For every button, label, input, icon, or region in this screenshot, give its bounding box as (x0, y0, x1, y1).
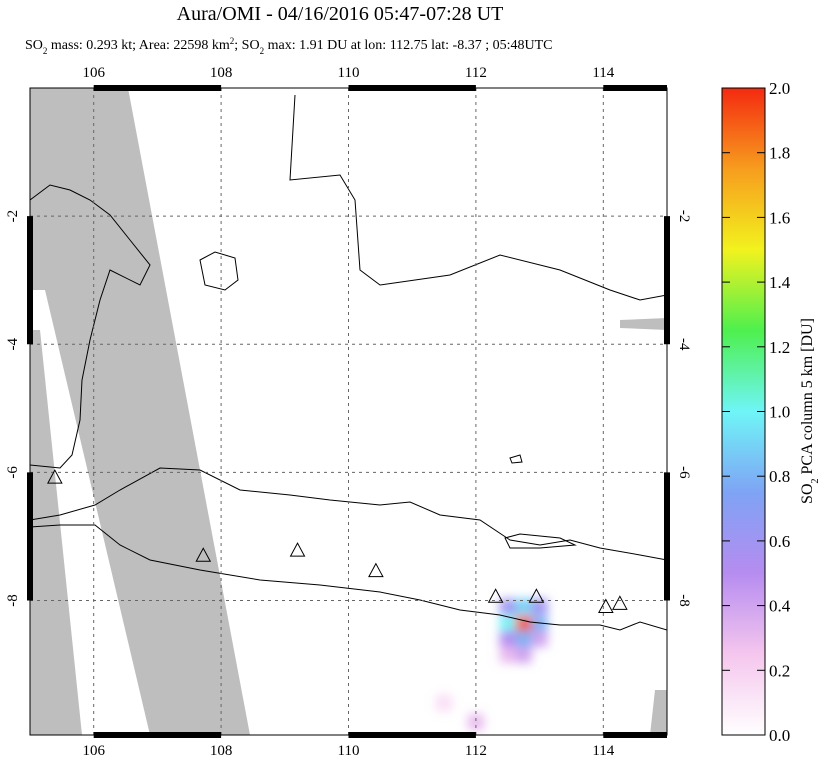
volcano-marker (612, 595, 628, 610)
y-tick-label: -8 (5, 594, 21, 607)
x-tick-label: 108 (210, 65, 233, 81)
y-tick-label: -6 (5, 466, 21, 479)
volcano-marker (289, 542, 306, 557)
x-tick-label: 108 (210, 743, 233, 759)
volcano-marker (598, 598, 614, 614)
so2-cell (499, 616, 516, 633)
colorbar-label-part: 2 (810, 479, 821, 484)
x-tick-label: 106 (82, 743, 105, 759)
grid (30, 88, 667, 735)
coastlines (30, 94, 667, 631)
no-data-swath (30, 88, 250, 735)
y-tick-label: -4 (5, 337, 21, 350)
colorbar-tick-label: 1.2 (769, 338, 790, 357)
so2-cell (499, 646, 516, 663)
colorbar-tick-label: 1.6 (769, 208, 790, 227)
subtitle-part: 2 (43, 46, 48, 56)
volcano-marker (47, 469, 63, 484)
x-tick-label: 112 (465, 743, 487, 759)
colorbar-tick-label: 1.8 (769, 144, 790, 163)
colorbar-tick-label: 2.0 (769, 79, 790, 98)
volcano-marker (195, 547, 212, 562)
subtitle-part: 2 (230, 36, 235, 46)
java-coast (30, 467, 667, 631)
bangka-coast (199, 251, 239, 291)
axes: 106 106 108 108 110 110 112 112 114 114 -2 -2 -4 -4 -6… (5, 65, 692, 759)
no-data-swath (30, 330, 82, 735)
volcano-marker (368, 562, 384, 578)
colorbar-ticks: 0.0 0.2 0.4 0.6 0.8 1.0 1.2 1.4 1.6 1.8 2.0 (722, 79, 791, 745)
madura-coast (504, 533, 577, 549)
so2-cell (531, 598, 548, 615)
volcano-marker (487, 588, 504, 603)
y-tick-label: -6 (676, 466, 692, 479)
subtitle-part: 2 (260, 46, 265, 56)
y-tick-label: -8 (676, 594, 692, 607)
colorbar-label-part: SO (799, 484, 816, 504)
x-tick-label: 114 (592, 743, 614, 759)
borneo-coast (289, 94, 667, 301)
x-tick-label: 106 (82, 65, 105, 81)
sumatra-coast (30, 184, 151, 469)
no-data-swath (620, 318, 667, 330)
frame-segments (27, 85, 670, 738)
so2-cell (436, 694, 453, 711)
so2-cell (467, 714, 484, 731)
y-tick-label: -4 (676, 338, 692, 351)
subtitle-part: SO (25, 38, 43, 53)
y-tick-label: -2 (676, 210, 692, 223)
colorbar-tick-label: 0.6 (769, 532, 790, 551)
x-tick-label: 114 (592, 65, 614, 81)
island-coast (509, 454, 523, 464)
x-tick-label: 110 (338, 743, 360, 759)
volcanoes (47, 469, 628, 614)
colorbar-tick-label: 0.0 (769, 726, 790, 745)
colorbar-tick-label: 1.4 (769, 273, 791, 292)
colorbar-tick-label: 1.0 (769, 403, 790, 422)
subtitle-part: mass: 0.293 kt; Area: 22598 km (47, 38, 229, 53)
colorbar-tick-label: 0.8 (769, 467, 790, 486)
y-tick-label: -2 (5, 210, 21, 223)
colorbar-tick-label: 0.2 (769, 661, 790, 680)
title: Aura/OMI - 04/16/2016 05:47-07:28 UT (177, 3, 504, 25)
so2-cell (499, 630, 516, 647)
so2-cell (515, 646, 532, 663)
no-data-swath (650, 690, 667, 735)
so2-cell (531, 630, 548, 647)
so2-cell (515, 616, 532, 633)
subtitle: SO2 mass: 0.293 kt; Area: 22598 km2; SO2… (25, 36, 553, 56)
subtitle-part: ; SO (234, 38, 259, 53)
so2-field (436, 598, 548, 731)
colorbar-tick-label: 0.4 (769, 597, 791, 616)
volcano-marker (528, 588, 545, 603)
colorbar-label: SO2 PCA column 5 km [DU] (799, 318, 821, 504)
so2-cell (515, 630, 532, 647)
so2-cell (499, 598, 516, 615)
colorbar-label-part: PCA column 5 km [DU] (799, 318, 816, 478)
x-tick-label: 110 (338, 65, 360, 81)
subtitle-part: max: 1.91 DU at lon: 112.75 lat: -8.37 ;… (264, 38, 552, 53)
so2-cell (531, 616, 548, 633)
so2-cell (515, 598, 532, 615)
x-tick-label: 112 (465, 65, 487, 81)
plot-area (30, 88, 667, 735)
